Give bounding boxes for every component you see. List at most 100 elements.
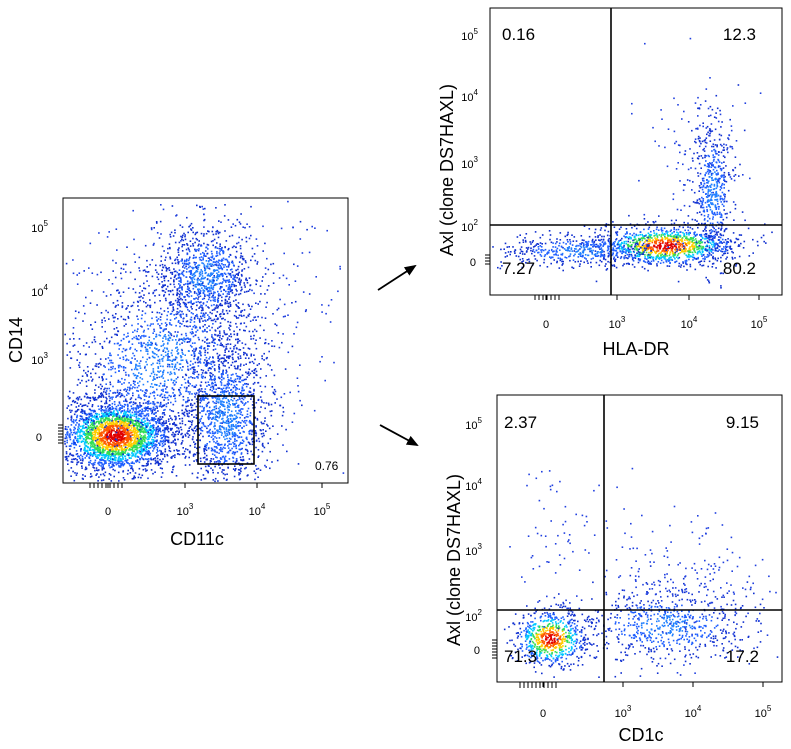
event-dot (204, 328, 206, 331)
event-dot (109, 449, 111, 451)
event-dot (69, 453, 71, 456)
event-dot (95, 418, 98, 421)
event-dot (267, 442, 269, 445)
event-dot (146, 413, 148, 415)
event-dot (136, 338, 138, 341)
event-dot (198, 422, 201, 424)
event-dot (205, 449, 208, 451)
event-dot (106, 434, 108, 436)
event-dot (134, 348, 136, 351)
event-dot (171, 433, 173, 436)
event-dot (134, 407, 137, 410)
event-dot (156, 457, 159, 460)
event-dot (155, 427, 158, 429)
event-dot (84, 444, 87, 447)
event-dot (66, 342, 68, 345)
event-dot (166, 453, 168, 456)
event-dot (205, 356, 208, 359)
event-dot (185, 448, 187, 450)
event-dot (208, 316, 210, 318)
event-dot (102, 420, 105, 422)
event-dot (177, 300, 179, 302)
event-dot (220, 412, 223, 414)
event-dot (150, 458, 153, 461)
event-dot (263, 359, 265, 361)
event-dot (126, 441, 128, 444)
event-dot (116, 428, 119, 430)
event-dot (88, 426, 91, 429)
event-dot (207, 314, 209, 316)
event-dot (107, 449, 110, 451)
event-dot (123, 412, 125, 415)
event-dot (124, 318, 127, 321)
event-dot (108, 430, 111, 433)
event-dot (91, 405, 94, 408)
event-dot (184, 424, 187, 426)
event-dot (127, 405, 129, 407)
event-dot (195, 384, 198, 386)
event-dot (89, 429, 91, 431)
event-dot (107, 442, 110, 445)
event-dot (229, 303, 232, 306)
event-dot (188, 341, 191, 343)
event-dot (125, 449, 127, 451)
event-dot (152, 351, 154, 354)
event-dot (269, 364, 271, 367)
event-dot (128, 426, 130, 429)
event-dot (218, 263, 221, 265)
event-dot (96, 469, 98, 471)
event-dot (108, 415, 110, 417)
event-dot (139, 415, 142, 417)
event-dot (185, 455, 187, 458)
event-dot (188, 456, 190, 459)
event-dot (127, 332, 129, 335)
event-dot (113, 401, 116, 403)
event-dot (227, 418, 230, 420)
event-dot (82, 418, 85, 421)
event-dot (114, 434, 116, 436)
event-dot (152, 458, 155, 460)
event-dot (100, 465, 102, 467)
event-dot (128, 445, 131, 448)
event-dot (157, 278, 160, 281)
event-dot (130, 427, 133, 429)
event-dot (70, 461, 73, 463)
event-dot (128, 340, 131, 343)
event-dot (120, 465, 122, 467)
event-dot (74, 458, 77, 460)
event-dot (204, 381, 207, 384)
event-dot (104, 413, 106, 416)
event-dot (225, 258, 228, 261)
event-dot (221, 281, 224, 283)
event-dot (65, 458, 67, 461)
event-dot (158, 362, 161, 365)
event-dot (138, 292, 141, 294)
event-dot (145, 395, 148, 398)
event-dot (164, 336, 167, 338)
event-dot (239, 409, 242, 411)
event-dot (245, 316, 248, 319)
event-dot (156, 432, 158, 435)
event-dot (189, 265, 191, 268)
event-dot (150, 383, 153, 385)
event-dot (201, 305, 203, 307)
event-dot (243, 309, 246, 311)
event-dot (213, 279, 215, 282)
event-dot (210, 256, 212, 258)
event-dot (113, 391, 116, 394)
event-dot (91, 409, 93, 412)
event-dot (139, 404, 141, 406)
event-dot (76, 384, 79, 386)
event-dot (103, 474, 106, 477)
event-dot (195, 232, 197, 234)
event-dot (80, 454, 82, 456)
event-dot (120, 433, 123, 436)
event-dot (248, 305, 250, 307)
event-dot (195, 271, 197, 273)
event-dot (273, 345, 276, 348)
event-dot (76, 433, 78, 435)
event-dot (168, 449, 171, 452)
event-dot (120, 424, 123, 427)
event-dot (199, 358, 202, 360)
event-dot (233, 284, 236, 286)
